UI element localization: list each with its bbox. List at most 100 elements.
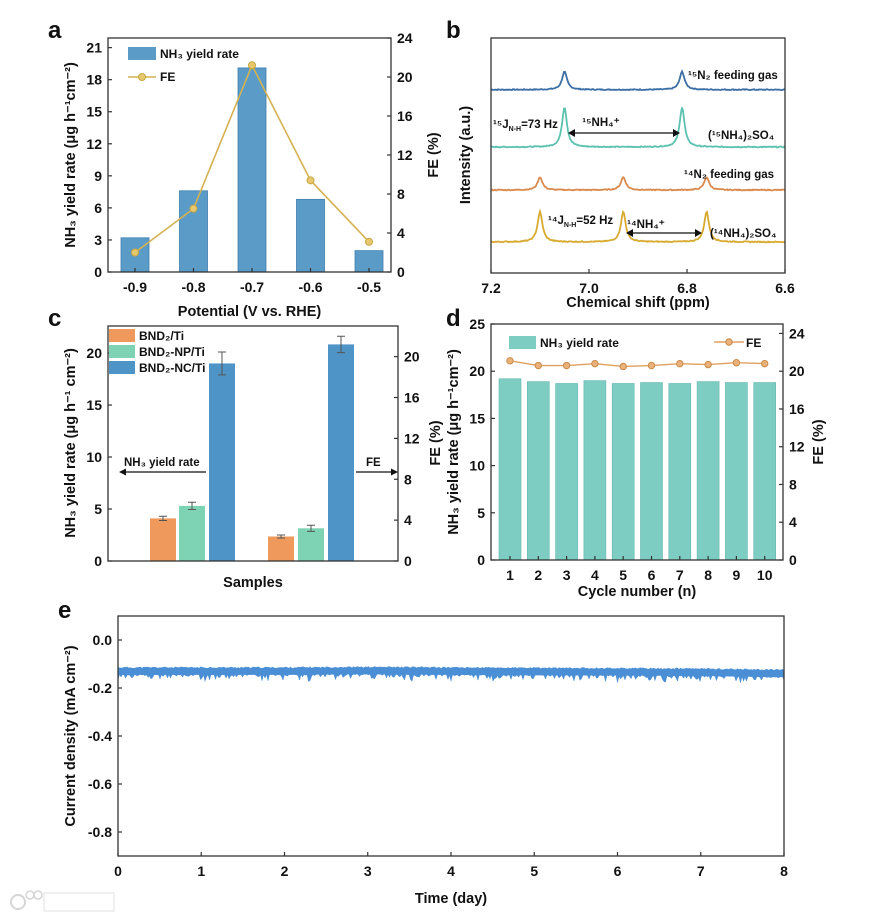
y-tick-label: 15	[86, 104, 102, 120]
plot-frame	[107, 37, 392, 273]
y-tick-label: 8	[404, 471, 412, 487]
fe-marker	[365, 237, 373, 246]
bar-yield	[498, 378, 522, 561]
y-tick-label: -0.6	[88, 776, 112, 792]
fe-annotation: FE	[366, 457, 381, 469]
arrow-head	[119, 468, 126, 476]
fe-marker	[619, 362, 627, 371]
x-axis-title: Time (day)	[415, 891, 487, 907]
fe-marker	[676, 359, 684, 368]
error-bar	[218, 351, 226, 376]
y-tick-label: 0	[397, 264, 405, 280]
panel-a: a 0 3 6 9 12 15 18 21 0 4 8 12 16 20 24 -0.9 -0.8 -0.7 -0.6…	[48, 17, 442, 320]
fe-marker	[704, 360, 712, 369]
plot-frame	[490, 37, 786, 274]
x-tick-label: 7	[676, 567, 684, 583]
legend-swatch	[109, 329, 135, 342]
bar-yield	[555, 383, 578, 561]
x-tick-label: 4	[591, 567, 599, 583]
error-bar	[159, 515, 167, 521]
y-axis-title: NH₃ yield rate (μg h⁻¹cm⁻²)	[446, 349, 462, 535]
y-tick-label: 20	[86, 345, 102, 361]
coupling-constant-label: ¹⁵JN-H=73 Hz	[493, 119, 558, 133]
y-tick-label: 0	[94, 553, 102, 569]
fe-marker	[306, 176, 315, 185]
error-bar	[307, 524, 315, 532]
x-axis-title: Potential (V vs. RHE)	[178, 304, 322, 320]
fe-marker	[761, 359, 769, 368]
fe-marker	[189, 204, 198, 213]
bar-yield	[640, 382, 663, 561]
y-tick-label: 5	[94, 501, 102, 517]
fe-marker	[534, 361, 542, 370]
y-tick-label: 0	[789, 552, 797, 568]
legend-label: BND₂-NP/Ti	[139, 345, 205, 359]
y-tick-label: 15	[86, 397, 102, 413]
nmr-spectrum	[490, 175, 786, 192]
legend-swatch	[109, 361, 135, 374]
x-tick-label: 3	[563, 567, 571, 583]
x-tick-label: 5	[619, 567, 627, 583]
x-tick-label: 6.8	[677, 280, 697, 296]
bar-yield	[725, 382, 748, 561]
x-tick-label: -0.9	[123, 279, 147, 295]
plot-frame	[117, 615, 785, 857]
y-tick-label: -0.2	[88, 680, 112, 696]
bar-yield	[179, 190, 208, 273]
bar-fe	[328, 344, 354, 561]
error-bar	[277, 534, 285, 539]
x-tick-label: 2	[281, 863, 289, 879]
y-tick-label: 0	[94, 264, 102, 280]
y-tick-label: -0.4	[88, 728, 112, 744]
panel-label: b	[446, 17, 461, 44]
coupling-value: =73 Hz	[521, 119, 558, 131]
y-tick-label: -0.8	[88, 824, 112, 840]
fe-marker	[591, 359, 599, 368]
y-tick-label: 0	[404, 553, 412, 569]
fe-marker	[248, 61, 256, 70]
legend-swatch-yield	[509, 336, 536, 349]
legend-label: BND₂-NC/Ti	[139, 361, 205, 375]
x-tick-label: 3	[364, 863, 372, 879]
x-axis-title: Chemical shift (ppm)	[566, 295, 710, 311]
fe-marker	[562, 361, 571, 370]
y2-axis-title: FE (%)	[428, 420, 444, 465]
x-tick-label: 10	[757, 567, 773, 583]
y-tick-label: 25	[469, 316, 485, 332]
y2-axis-title: FE (%)	[811, 419, 827, 464]
y-tick-label: 15	[469, 410, 485, 426]
spectrum-label: (¹⁵NH₄)₂SO₄	[708, 130, 774, 142]
bar-yield	[696, 381, 720, 561]
panel-e: e 0.0 -0.2 -0.4 -0.6 -0.8 0 1 2 3 4 5 6 7 8 Time (day) C…	[58, 597, 788, 907]
spectrum-label: ¹⁴N₂ feeding gas	[684, 169, 774, 181]
y-tick-label: 16	[789, 401, 805, 417]
legend-marker-fe	[725, 338, 733, 346]
y-tick-label: 9	[94, 168, 102, 184]
bar-yield	[209, 363, 235, 561]
bar-fe	[268, 536, 294, 561]
panel-label: e	[58, 597, 71, 624]
panel-label: c	[48, 305, 61, 332]
y-tick-label: 24	[789, 325, 805, 341]
y-tick-label: 3	[94, 232, 102, 248]
watermark-logo	[10, 890, 115, 912]
x-tick-label: 6	[648, 567, 656, 583]
x-tick-label: 6	[614, 863, 622, 879]
watermark-icon	[25, 890, 35, 900]
current-density-trace	[117, 666, 785, 683]
bar-yield	[526, 381, 550, 561]
y-tick-label: 12	[86, 136, 102, 152]
x-axis-title: Cycle number (n)	[578, 584, 697, 600]
spectrum-label: (¹⁴NH₄)₂SO₄	[710, 228, 776, 240]
legend-label-yield: NH₃ yield rate	[540, 336, 619, 350]
watermark-icon	[10, 894, 26, 910]
coupling-subscript: N-H	[564, 222, 576, 229]
bar-yield	[753, 382, 777, 561]
bar-yield	[611, 383, 635, 561]
y-tick-label: 12	[404, 430, 420, 446]
y-tick-label: 12	[397, 147, 413, 163]
coupling-value: =52 Hz	[576, 215, 613, 227]
x-tick-label: 5	[530, 863, 538, 879]
x-tick-label: 1	[506, 567, 514, 583]
